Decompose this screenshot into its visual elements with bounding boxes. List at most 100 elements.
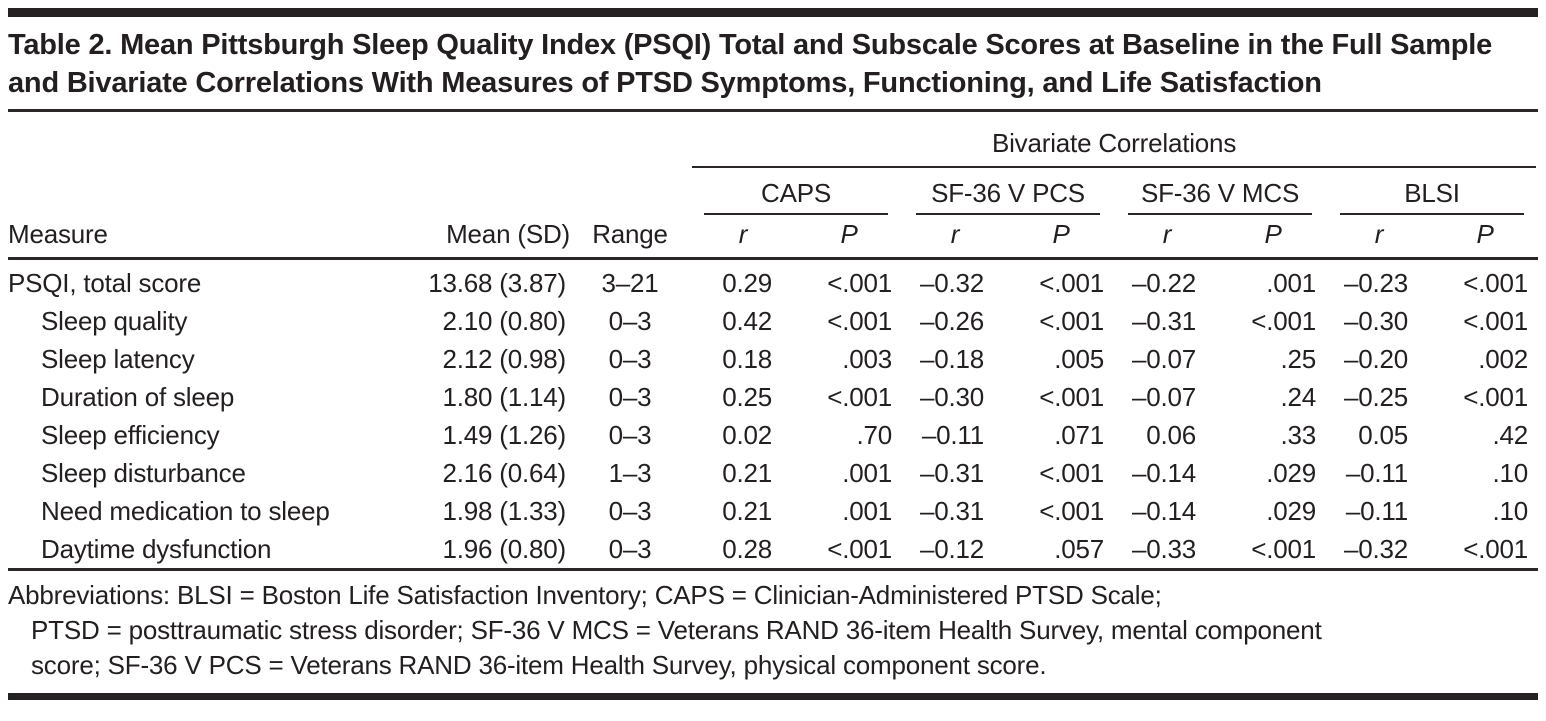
cell-caps-r: 0.21	[722, 495, 773, 526]
cell-blsi-p: <.001	[1463, 381, 1529, 412]
cell-range: 1–3	[608, 457, 652, 488]
table-row: Sleep disturbance 2.16 (0.64) 1–3 0.21 .…	[8, 454, 1538, 492]
cell-caps-p: .001	[842, 457, 893, 488]
paper-table-figure: Table 2. Mean Pittsburgh Sleep Quality I…	[8, 8, 1539, 700]
group-label-sf36-mcs: SF-36 V MCS	[1128, 176, 1313, 215]
cell-mean-sd: 2.10 (0.80)	[442, 305, 566, 336]
cell-mcs-r: –0.07	[1131, 343, 1197, 374]
group-label-sf36-pcs: SF-36 V PCS	[916, 176, 1101, 215]
cell-mcs-r: –0.22	[1131, 267, 1197, 298]
cell-caps-r: 0.28	[722, 533, 773, 564]
cell-pcs-p: <.001	[1039, 305, 1105, 336]
cell-pcs-p: <.001	[1039, 267, 1105, 298]
cell-blsi-p: .10	[1492, 457, 1529, 488]
cell-mcs-r: –0.14	[1131, 457, 1197, 488]
cell-measure: Sleep latency	[41, 343, 195, 374]
cell-mean-sd: 1.98 (1.33)	[442, 495, 566, 526]
group-header-sf36-mcs: SF-36 V MCS	[1114, 168, 1326, 215]
title-divider	[8, 109, 1538, 112]
table-header: Bivariate Correlations CAPS SF-36 V PCS …	[8, 114, 1539, 260]
group-header-sf36-pcs: SF-36 V PCS	[902, 168, 1114, 215]
cell-pcs-p: <.001	[1039, 457, 1105, 488]
top-rule	[8, 8, 1538, 17]
cell-mcs-p: .33	[1280, 419, 1317, 450]
cell-caps-r: 0.42	[722, 305, 773, 336]
cell-mcs-p: .25	[1280, 343, 1317, 374]
cell-caps-p: .003	[842, 343, 893, 374]
cell-range: 0–3	[608, 343, 652, 374]
col-header-pcs-r: r	[902, 215, 1009, 260]
cell-pcs-p: .071	[1054, 419, 1105, 450]
cell-range: 0–3	[608, 495, 652, 526]
cell-mcs-p: .001	[1266, 267, 1317, 298]
col-header-mean-sd: Mean (SD)	[400, 215, 570, 260]
cell-pcs-r: –0.31	[919, 495, 985, 526]
col-header-mcs-r: r	[1114, 215, 1221, 260]
col-header-blsi-r: r	[1326, 215, 1433, 260]
cell-blsi-r: –0.23	[1343, 267, 1409, 298]
footnote-line: score; SF-36 V PCS = Veterans RAND 36-it…	[31, 650, 1047, 680]
cell-blsi-p: .002	[1478, 343, 1529, 374]
group-label-blsi: BLSI	[1340, 176, 1525, 215]
cell-caps-r: 0.25	[722, 381, 773, 412]
cell-blsi-r: –0.25	[1343, 381, 1409, 412]
cell-blsi-p: <.001	[1463, 533, 1529, 564]
cell-mcs-r: –0.14	[1131, 495, 1197, 526]
group-label-caps: CAPS	[704, 176, 889, 215]
cell-caps-r: 0.21	[722, 457, 773, 488]
cell-mcs-r: –0.07	[1131, 381, 1197, 412]
col-header-mcs-p: P	[1220, 215, 1327, 260]
col-header-caps-p: P	[796, 215, 903, 260]
table-row: Sleep latency 2.12 (0.98) 0–3 0.18 .003 …	[8, 340, 1538, 378]
table-row: Daytime dysfunction 1.96 (0.80) 0–3 0.28…	[8, 530, 1538, 570]
cell-range: 0–3	[608, 419, 652, 450]
cell-measure: Sleep efficiency	[41, 419, 220, 450]
psqi-correlations-table: Bivariate Correlations CAPS SF-36 V PCS …	[8, 114, 1539, 571]
cell-mcs-p: <.001	[1251, 533, 1317, 564]
cell-pcs-r: –0.12	[919, 533, 985, 564]
cell-blsi-r: –0.11	[1345, 495, 1409, 526]
cell-measure: Need medication to sleep	[41, 495, 330, 526]
col-header-range: Range	[570, 215, 691, 260]
cell-caps-p: <.001	[827, 533, 893, 564]
cell-mcs-p: <.001	[1251, 305, 1317, 336]
cell-mean-sd: 13.68 (3.87)	[428, 267, 566, 298]
cell-caps-p: <.001	[827, 305, 893, 336]
table-row: Duration of sleep 1.80 (1.14) 0–3 0.25 <…	[8, 378, 1538, 416]
col-header-blsi-p: P	[1432, 215, 1539, 260]
cell-mean-sd: 2.12 (0.98)	[442, 343, 566, 374]
cell-measure: Sleep disturbance	[41, 457, 246, 488]
footnote-line: PTSD = posttraumatic stress disorder; SF…	[31, 615, 1322, 645]
cell-caps-p: <.001	[827, 267, 893, 298]
cell-pcs-p: <.001	[1039, 495, 1105, 526]
table-row: PSQI, total score 13.68 (3.87) 3–21 0.29…	[8, 259, 1538, 303]
cell-pcs-r: –0.32	[919, 267, 985, 298]
cell-pcs-r: –0.31	[919, 457, 985, 488]
table-row: Need medication to sleep 1.98 (1.33) 0–3…	[8, 492, 1538, 530]
cell-mcs-r: –0.31	[1131, 305, 1197, 336]
cell-mean-sd: 1.80 (1.14)	[442, 381, 566, 412]
cell-caps-p: <.001	[827, 381, 893, 412]
table-row: Sleep efficiency 1.49 (1.26) 0–3 0.02 .7…	[8, 416, 1538, 454]
table-body: PSQI, total score 13.68 (3.87) 3–21 0.29…	[8, 259, 1538, 570]
cell-range: 0–3	[608, 305, 652, 336]
cell-blsi-r: –0.32	[1343, 533, 1409, 564]
cell-blsi-p: .10	[1492, 495, 1529, 526]
cell-caps-r: 0.18	[722, 343, 773, 374]
column-header-row: Measure Mean (SD) Range r P r P r P r P	[8, 215, 1539, 260]
cell-blsi-r: –0.11	[1345, 457, 1409, 488]
cell-pcs-r: –0.26	[919, 305, 985, 336]
cell-measure: Duration of sleep	[41, 381, 235, 412]
cell-measure: PSQI, total score	[8, 267, 202, 298]
cell-mean-sd: 1.96 (0.80)	[442, 533, 566, 564]
cell-mean-sd: 1.49 (1.26)	[442, 419, 566, 450]
cell-mcs-p: .24	[1280, 381, 1317, 412]
cell-caps-r: 0.02	[722, 419, 773, 450]
cell-blsi-p: <.001	[1463, 305, 1529, 336]
col-header-pcs-p: P	[1008, 215, 1115, 260]
cell-mcs-p: .029	[1266, 457, 1317, 488]
cell-pcs-r: –0.30	[919, 381, 985, 412]
group-header-row: CAPS SF-36 V PCS SF-36 V MCS BLSI	[8, 168, 1538, 215]
table-footnote: Abbreviations: BLSI = Boston Life Satisf…	[8, 571, 1538, 691]
spanner-row: Bivariate Correlations	[8, 114, 1538, 168]
